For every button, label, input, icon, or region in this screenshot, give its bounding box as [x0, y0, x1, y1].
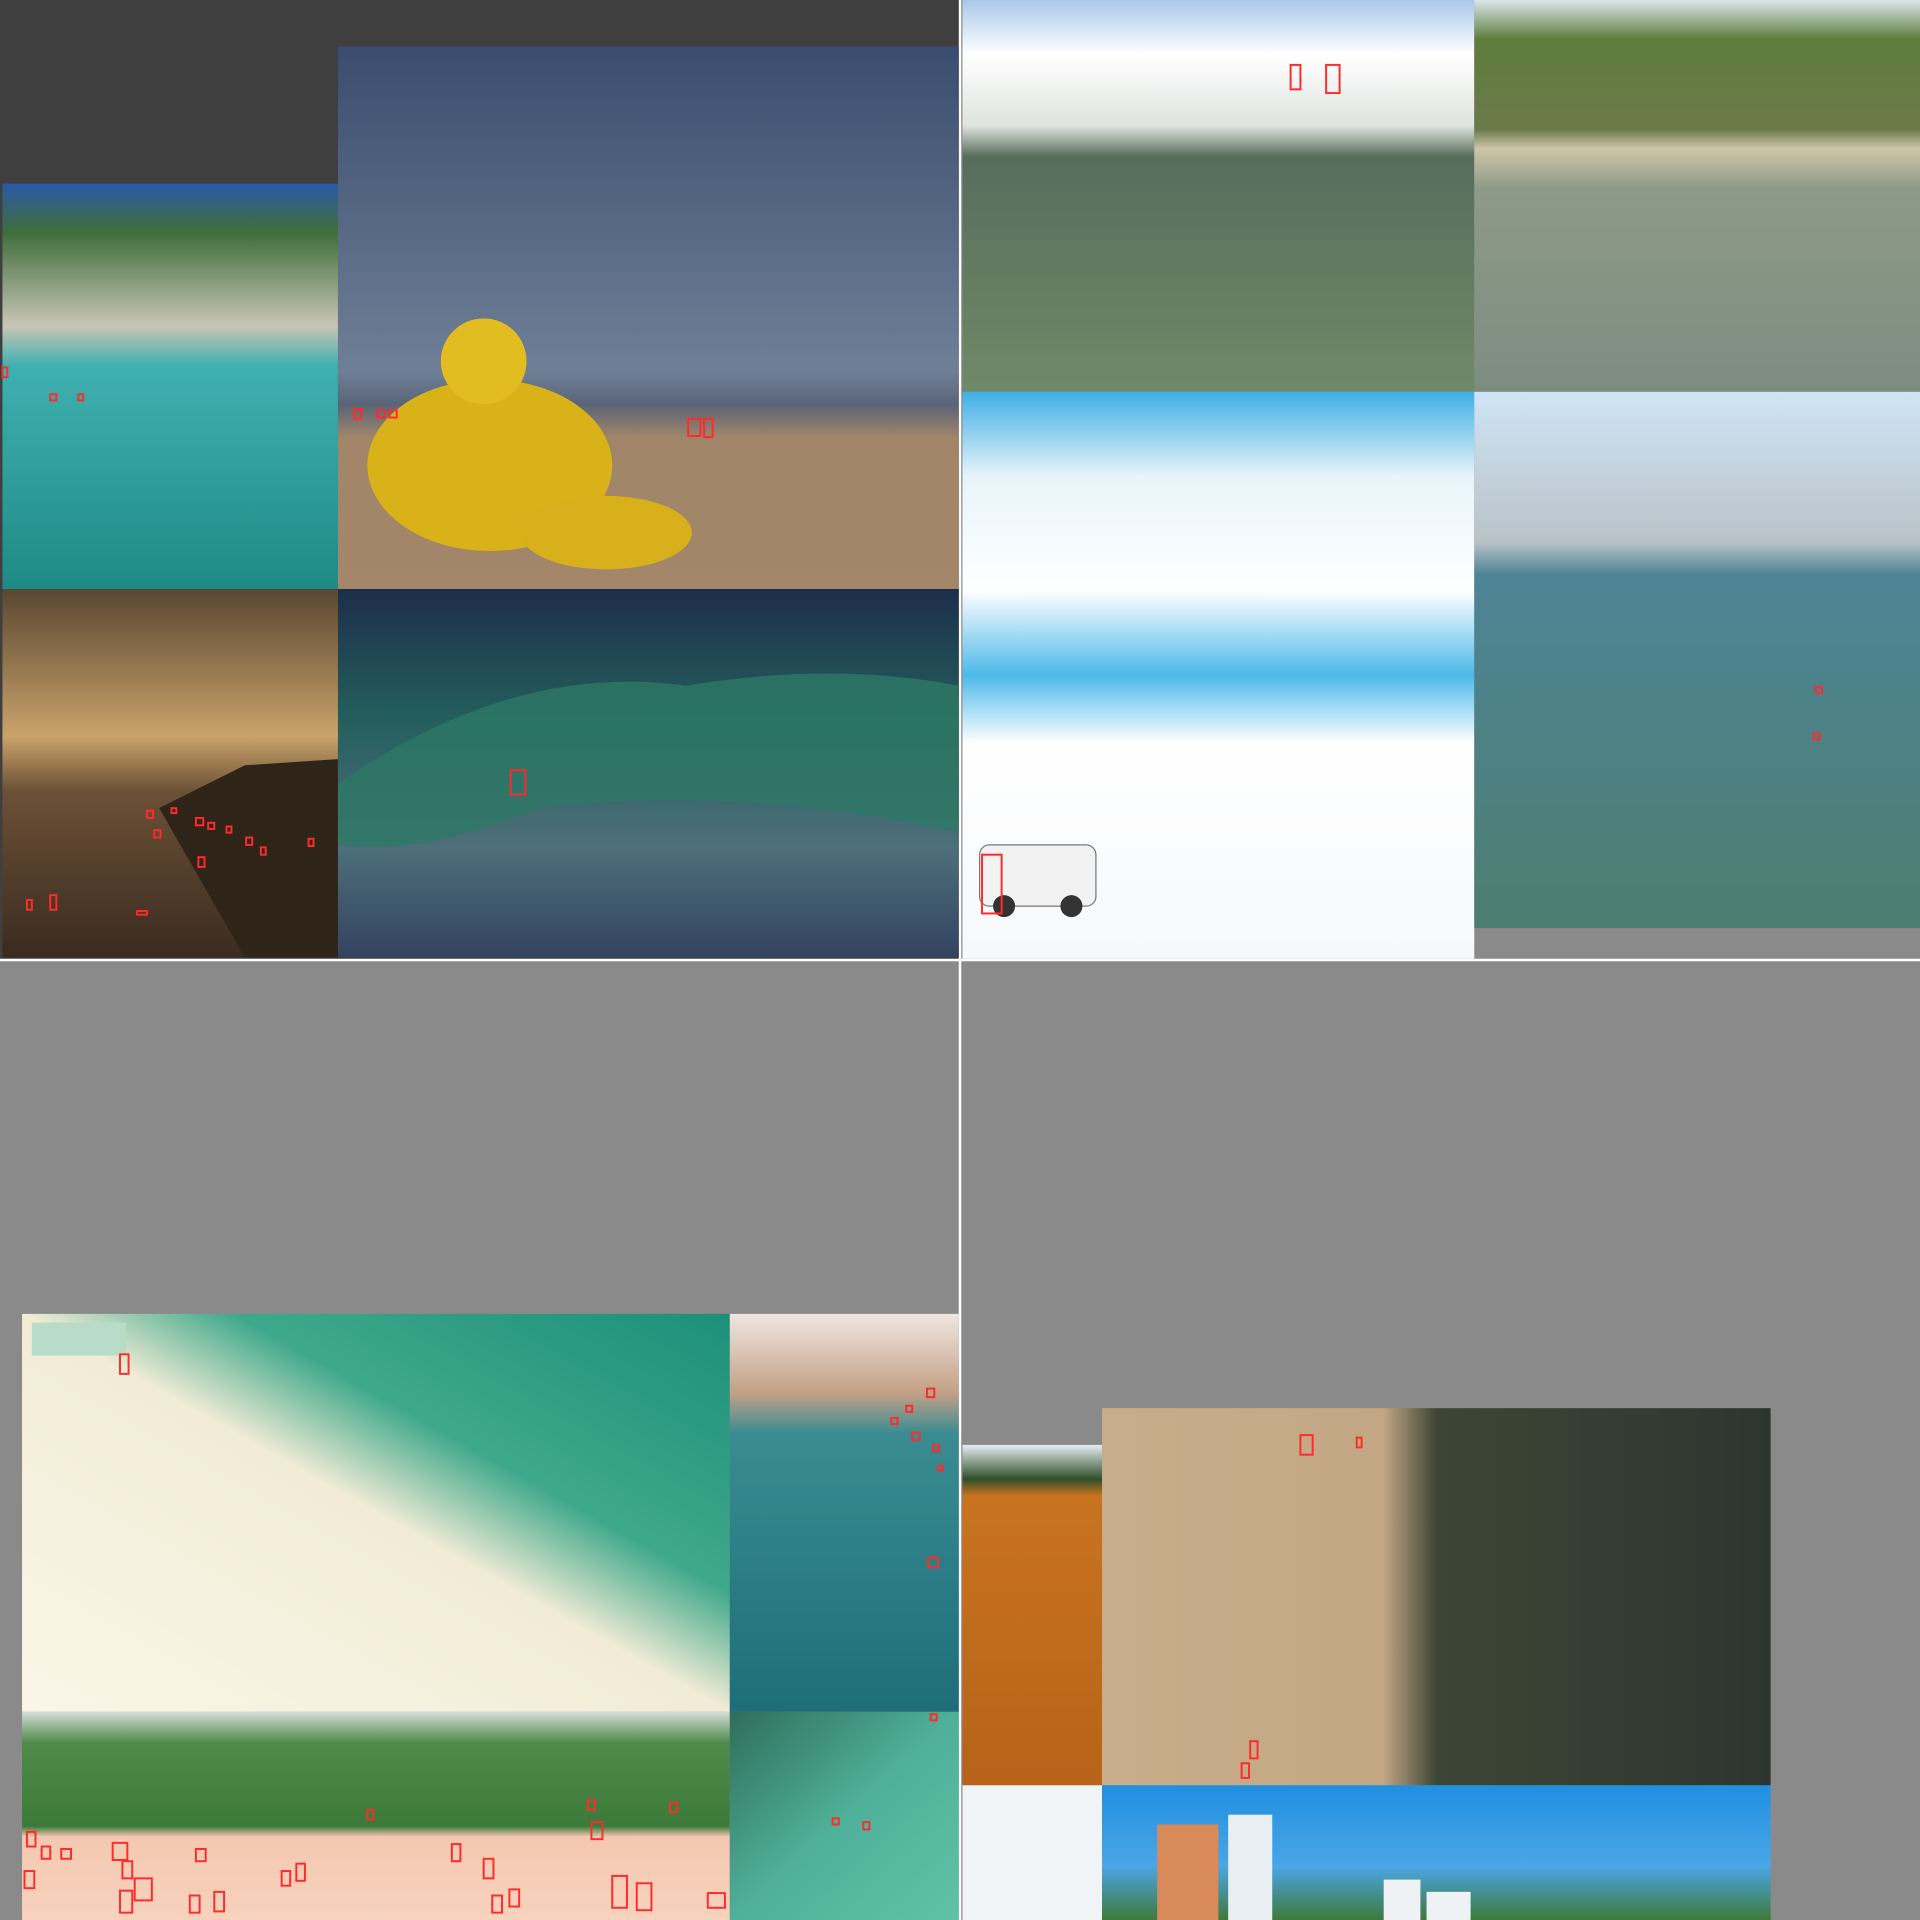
detection-box: [197, 856, 206, 868]
detection-box: [1289, 63, 1302, 91]
detection-box: [207, 821, 216, 830]
detection-box: [280, 1870, 292, 1887]
detection-box: [295, 1862, 306, 1882]
detection-box: [936, 1464, 944, 1472]
detection-box: [706, 1892, 726, 1909]
detection-box: [245, 836, 254, 846]
detection-box: [929, 1713, 938, 1722]
photo-tile: [1474, 0, 1920, 392]
detection-box: [981, 853, 1003, 915]
detection-box: [911, 1431, 921, 1441]
detection-box: [49, 393, 58, 402]
detection-box: [49, 894, 58, 911]
duck-float: [520, 495, 692, 570]
detection-box: [111, 1841, 129, 1861]
detection-box: [611, 1874, 628, 1909]
detection-box: [259, 846, 267, 856]
detection-box: [590, 1821, 604, 1841]
building: [1426, 1891, 1471, 1920]
detection-box: [508, 1888, 521, 1908]
photo-tile: [729, 1711, 959, 1920]
detection-box: [1249, 1740, 1259, 1760]
detection-box: [482, 1857, 495, 1880]
detection-box: [77, 393, 85, 402]
detection-box: [119, 1889, 134, 1914]
building: [1383, 1879, 1421, 1920]
car-wheel: [993, 895, 1016, 918]
detection-box: [307, 837, 315, 848]
detection-box: [1240, 1762, 1250, 1779]
detection-box: [1299, 1434, 1314, 1456]
detection-box: [60, 1848, 72, 1860]
photo-tile: [729, 1313, 959, 1712]
detection-box: [927, 1556, 939, 1569]
detection-box: [450, 1843, 462, 1863]
detection-box: [703, 417, 714, 439]
detection-box: [145, 809, 155, 819]
cliff: [159, 759, 338, 958]
photo-tile: [962, 1444, 1103, 1786]
detection-box: [121, 1860, 134, 1880]
detection-box: [194, 1848, 207, 1863]
detection-box: [225, 825, 233, 834]
detection-box: [133, 1877, 153, 1902]
detection-box: [352, 408, 363, 420]
detection-box: [388, 409, 398, 419]
detection-box: [890, 1416, 899, 1426]
photo-tile: [962, 0, 1475, 392]
detection-box: [213, 1890, 226, 1913]
photo-tile: [22, 1313, 730, 1712]
photo-tile: [962, 1785, 1103, 1920]
detection-box: [1355, 1436, 1363, 1449]
detection-box: [40, 1845, 52, 1860]
building: [1228, 1814, 1273, 1920]
detection-box: [1, 366, 9, 379]
photo-tile: [22, 1711, 730, 1920]
detection-box: [194, 816, 205, 827]
detection-box: [1812, 732, 1821, 741]
photo-tile: [1474, 391, 1920, 929]
detection-box: [136, 910, 148, 916]
overlay-patch: [31, 1322, 127, 1356]
detection-box: [687, 417, 702, 437]
detection-box: [170, 807, 178, 815]
detection-box: [1814, 685, 1824, 695]
detection-box: [831, 1817, 840, 1826]
car: [978, 844, 1097, 907]
detection-box: [586, 1799, 597, 1811]
detection-box: [153, 829, 162, 839]
duck-float: [440, 318, 527, 405]
detection-box: [925, 1387, 936, 1399]
wave-crest: [337, 673, 959, 848]
photo-tile: [2, 183, 338, 589]
photo-tile: [1102, 1408, 1771, 1786]
detection-box: [932, 1443, 941, 1452]
detection-box: [25, 1830, 37, 1848]
detection-box: [188, 1894, 201, 1914]
detection-box: [635, 1882, 653, 1912]
detection-box: [119, 1353, 130, 1375]
detection-box: [25, 899, 33, 911]
detection-box: [491, 1894, 504, 1914]
detection-box: [905, 1404, 914, 1413]
detection-box: [509, 769, 527, 796]
building: [1157, 1824, 1219, 1920]
detection-box: [668, 1801, 679, 1814]
detection-box: [366, 1808, 375, 1821]
detection-box: [23, 1870, 36, 1890]
detection-box: [862, 1821, 871, 1831]
detection-box: [376, 409, 386, 419]
detection-box: [1325, 63, 1341, 95]
car-wheel: [1060, 895, 1083, 918]
